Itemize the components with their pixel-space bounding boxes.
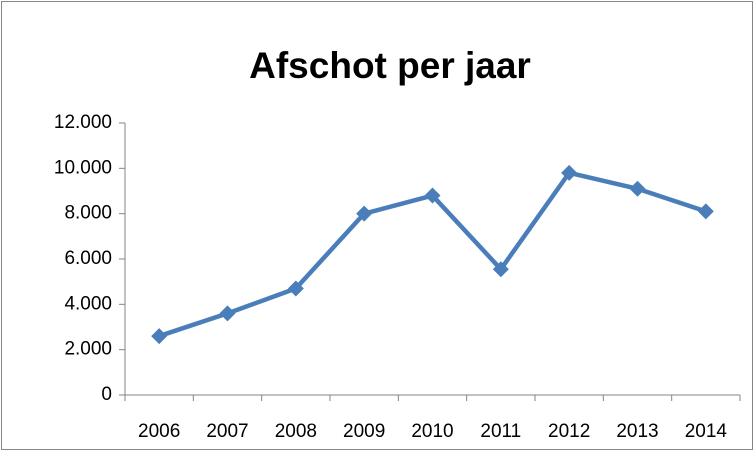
y-tick-label: 8.000 <box>64 203 112 224</box>
x-tick-label: 2011 <box>480 421 521 442</box>
marker <box>424 187 441 204</box>
marker <box>492 261 509 278</box>
marker <box>561 164 578 181</box>
x-tick-label: 2008 <box>275 421 317 442</box>
x-tick-label: 2013 <box>616 421 658 442</box>
x-tick-label: 2009 <box>343 421 385 442</box>
chart-title: Afschot per jaar <box>249 45 531 86</box>
y-tick-label: 10.000 <box>54 157 112 178</box>
y-tick-label: 6.000 <box>64 248 112 269</box>
x-tick-label: 2006 <box>138 421 180 442</box>
y-tick-label: 0 <box>101 384 112 405</box>
marker <box>219 305 236 322</box>
marker <box>356 205 373 222</box>
marker <box>151 328 168 345</box>
y-tick-label: 4.000 <box>64 293 112 314</box>
y-tick-label: 2.000 <box>64 339 112 360</box>
x-tick-label: 2012 <box>548 421 590 442</box>
marker <box>697 203 714 220</box>
marker <box>287 280 304 297</box>
x-tick-label: 2014 <box>685 421 728 442</box>
x-tick-label: 2007 <box>206 421 248 442</box>
marker <box>629 180 646 197</box>
x-tick-label: 2010 <box>411 421 453 442</box>
y-tick-label: 12.000 <box>54 112 112 133</box>
